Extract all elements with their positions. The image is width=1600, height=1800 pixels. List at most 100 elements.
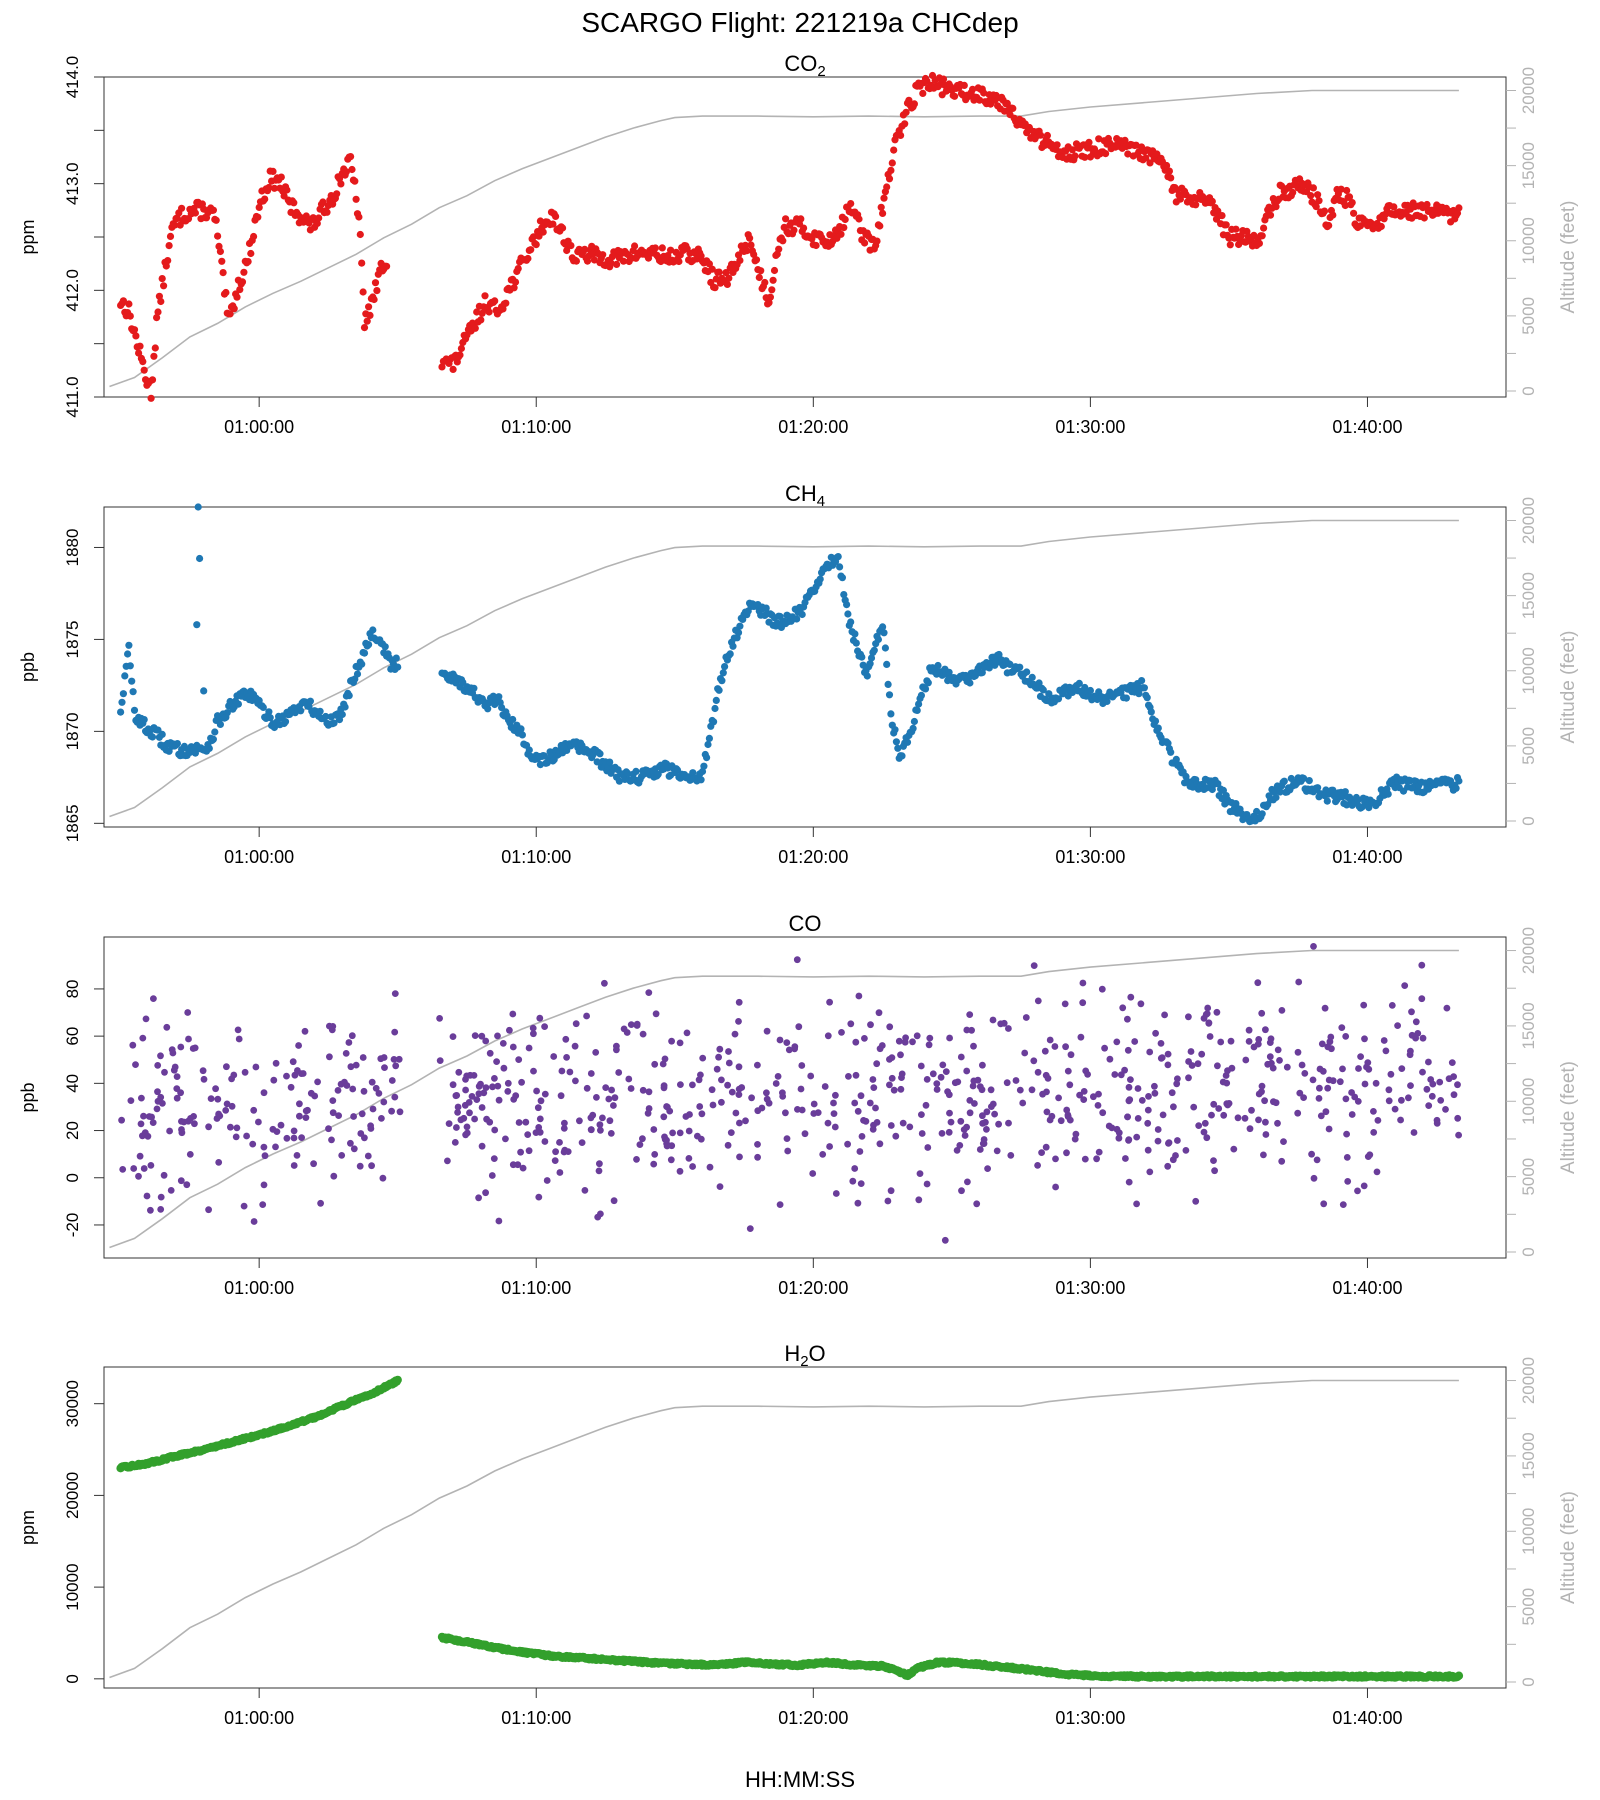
data-point [651, 1060, 659, 1068]
data-point [364, 1152, 372, 1160]
data-point [1214, 1062, 1221, 1070]
data-point [1220, 1111, 1228, 1119]
data-point [1429, 1080, 1437, 1088]
plot-frame [103, 1366, 1507, 1689]
data-point [1125, 1083, 1133, 1091]
data-point [1154, 724, 1162, 732]
data-point [153, 1105, 161, 1113]
data-point [1325, 1076, 1333, 1084]
y-tick-label: 414.0 [63, 56, 82, 99]
data-point [761, 278, 769, 287]
data-point [1084, 1071, 1091, 1078]
data-point [807, 1072, 815, 1080]
data-point [606, 758, 614, 766]
data-point [1294, 1048, 1302, 1056]
data-point [347, 1139, 354, 1147]
data-point [696, 1103, 704, 1110]
data-point [1258, 810, 1266, 818]
data-point [859, 661, 867, 669]
data-point [667, 1156, 675, 1164]
data-point [166, 1127, 174, 1135]
data-point [883, 660, 891, 669]
data-point [923, 1076, 931, 1083]
data-point [1317, 1112, 1325, 1120]
data-point [140, 1165, 148, 1172]
data-point [1374, 1117, 1382, 1124]
data-point [974, 1076, 982, 1084]
data-point [341, 703, 349, 711]
data-point [1316, 1084, 1323, 1092]
data-point [482, 1084, 490, 1091]
data-point [209, 206, 217, 214]
data-point [973, 1200, 981, 1208]
data-point [763, 1027, 771, 1035]
data-point [337, 180, 345, 188]
data-point [1300, 774, 1308, 783]
data-point [926, 1034, 934, 1042]
data-point [852, 1038, 860, 1046]
data-point [715, 1053, 722, 1061]
data-point [236, 286, 244, 294]
data-point [1165, 167, 1173, 175]
data-point [963, 1067, 971, 1075]
data-point [1226, 241, 1234, 249]
data-point [495, 693, 503, 701]
data-point [1111, 1071, 1119, 1078]
data-point [1319, 1067, 1327, 1075]
data-point [698, 1110, 706, 1118]
data-point [323, 208, 331, 216]
data-point [1154, 1126, 1162, 1133]
y-tick-label: -20 [63, 1213, 82, 1238]
data-point [661, 1055, 669, 1063]
data-point [838, 574, 847, 582]
data-point [534, 1104, 542, 1112]
data-point [136, 1152, 144, 1160]
data-point [154, 1062, 162, 1069]
data-point [1157, 1054, 1165, 1062]
data-point [536, 1014, 544, 1022]
data-point [636, 1141, 644, 1148]
data-point [613, 1042, 620, 1050]
data-point [1034, 1162, 1041, 1169]
data-point [1343, 1130, 1350, 1138]
data-point [139, 358, 147, 366]
data-point [1090, 1093, 1097, 1101]
data-point [1339, 1065, 1346, 1073]
data-point [983, 1126, 990, 1133]
data-point [559, 224, 567, 232]
data-point [1253, 807, 1261, 816]
data-point [1038, 1149, 1045, 1156]
data-point [235, 1035, 243, 1043]
data-point [620, 1025, 628, 1033]
data-point [1048, 1112, 1056, 1120]
data-point [137, 1120, 145, 1128]
data-point [1325, 1125, 1333, 1133]
data-point [676, 1167, 684, 1175]
data-point [854, 1107, 862, 1115]
data-point [979, 1120, 986, 1127]
data-point [886, 1081, 893, 1089]
data-point [130, 1165, 138, 1172]
data-point [1125, 1136, 1133, 1144]
data-point [1210, 1157, 1217, 1164]
data-point [1195, 1122, 1203, 1129]
data-point [543, 1177, 551, 1184]
data-point [381, 1064, 388, 1071]
altitude-axis-label: Altitude (feet) [1558, 631, 1579, 744]
data-point [460, 1114, 468, 1122]
data-point [223, 1100, 231, 1108]
data-point [1448, 1059, 1456, 1066]
data-point [847, 618, 855, 626]
data-point [1043, 131, 1051, 140]
data-point [1454, 1114, 1462, 1122]
data-point [1384, 790, 1392, 798]
data-point [841, 215, 849, 224]
data-point [463, 1129, 471, 1137]
data-point [1255, 1090, 1263, 1098]
data-point [1072, 1130, 1080, 1138]
data-point [394, 663, 402, 671]
data-point [735, 1091, 743, 1098]
data-point [991, 1110, 998, 1118]
data-point [809, 1170, 817, 1177]
data-point [913, 1032, 921, 1040]
